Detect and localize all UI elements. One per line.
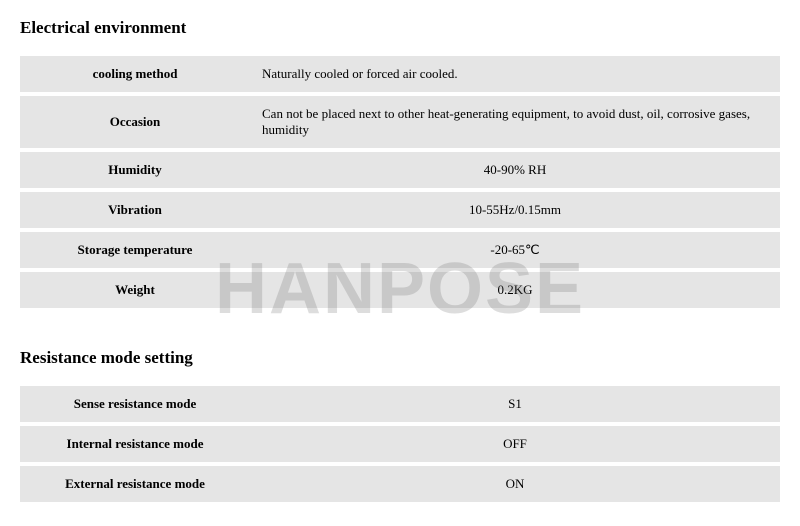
table-row: cooling method Naturally cooled or force… — [20, 56, 780, 92]
row-value: Can not be placed next to other heat-gen… — [250, 96, 780, 148]
section-gap — [20, 312, 780, 348]
row-value: 0.2KG — [250, 272, 780, 308]
row-label: Sense resistance mode — [20, 386, 250, 422]
table-row: Humidity 40-90% RH — [20, 152, 780, 188]
row-label: Occasion — [20, 96, 250, 148]
row-value: ON — [250, 466, 780, 502]
table-row: External resistance mode ON — [20, 466, 780, 502]
row-value: OFF — [250, 426, 780, 462]
table-row: Sense resistance mode S1 — [20, 386, 780, 422]
section-title-electrical: Electrical environment — [20, 18, 780, 38]
table-row: Internal resistance mode OFF — [20, 426, 780, 462]
row-label: Weight — [20, 272, 250, 308]
row-value: 40-90% RH — [250, 152, 780, 188]
row-value: S1 — [250, 386, 780, 422]
row-label: External resistance mode — [20, 466, 250, 502]
row-label: cooling method — [20, 56, 250, 92]
page: HANPOSE Electrical environment cooling m… — [0, 0, 800, 526]
section-title-resistance: Resistance mode setting — [20, 348, 780, 368]
row-label: Storage temperature — [20, 232, 250, 268]
row-label: Vibration — [20, 192, 250, 228]
row-label: Humidity — [20, 152, 250, 188]
table-row: Weight 0.2KG — [20, 272, 780, 308]
row-label: Internal resistance mode — [20, 426, 250, 462]
table-row: Vibration 10-55Hz/0.15mm — [20, 192, 780, 228]
table-row: Occasion Can not be placed next to other… — [20, 96, 780, 148]
row-value: -20-65℃ — [250, 232, 780, 268]
table-electrical-environment: cooling method Naturally cooled or force… — [20, 52, 780, 312]
table-row: Storage temperature -20-65℃ — [20, 232, 780, 268]
table-resistance-mode: Sense resistance mode S1 Internal resist… — [20, 382, 780, 506]
row-value: Naturally cooled or forced air cooled. — [250, 56, 780, 92]
row-value: 10-55Hz/0.15mm — [250, 192, 780, 228]
